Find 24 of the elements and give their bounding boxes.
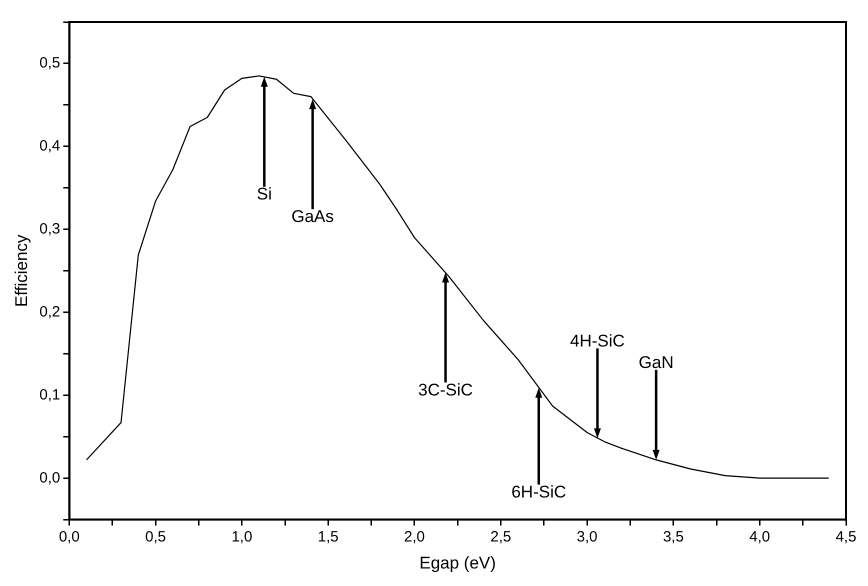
annotation: GaAs [291,207,334,226]
x-axis-title: Egap (eV) [419,553,496,572]
y-tick-label: 0,0 [39,469,60,486]
y-tick-label: 0,4 [39,138,60,155]
y-tick-label: 0,2 [39,303,60,320]
x-tick-label: 1,5 [318,528,339,546]
y-axis-title: Efficiency [12,234,31,308]
x-tick-label: 2,5 [490,528,512,546]
annotation: Si [256,184,272,204]
x-tick-label: 3,0 [576,528,598,546]
x-tick-label: 1,0 [231,528,252,546]
annotation: 6H-SiC [511,482,566,502]
annotation: 4H-SiC [570,331,625,350]
y-tick-label: 0,3 [39,220,60,238]
x-tick-label: 0,5 [145,528,166,546]
y-tick-label: 0,1 [39,386,60,404]
annotation: 3C-SiC [418,380,473,400]
annotation: GaN [638,352,674,372]
x-tick-label: 2,0 [404,528,425,546]
x-tick-label: 4,0 [749,528,770,546]
x-tick-label: 4,5 [836,528,856,546]
x-tick-label: 3,5 [662,528,684,546]
y-tick-label: 0,5 [39,54,60,72]
x-tick-label: 0,0 [58,528,80,546]
